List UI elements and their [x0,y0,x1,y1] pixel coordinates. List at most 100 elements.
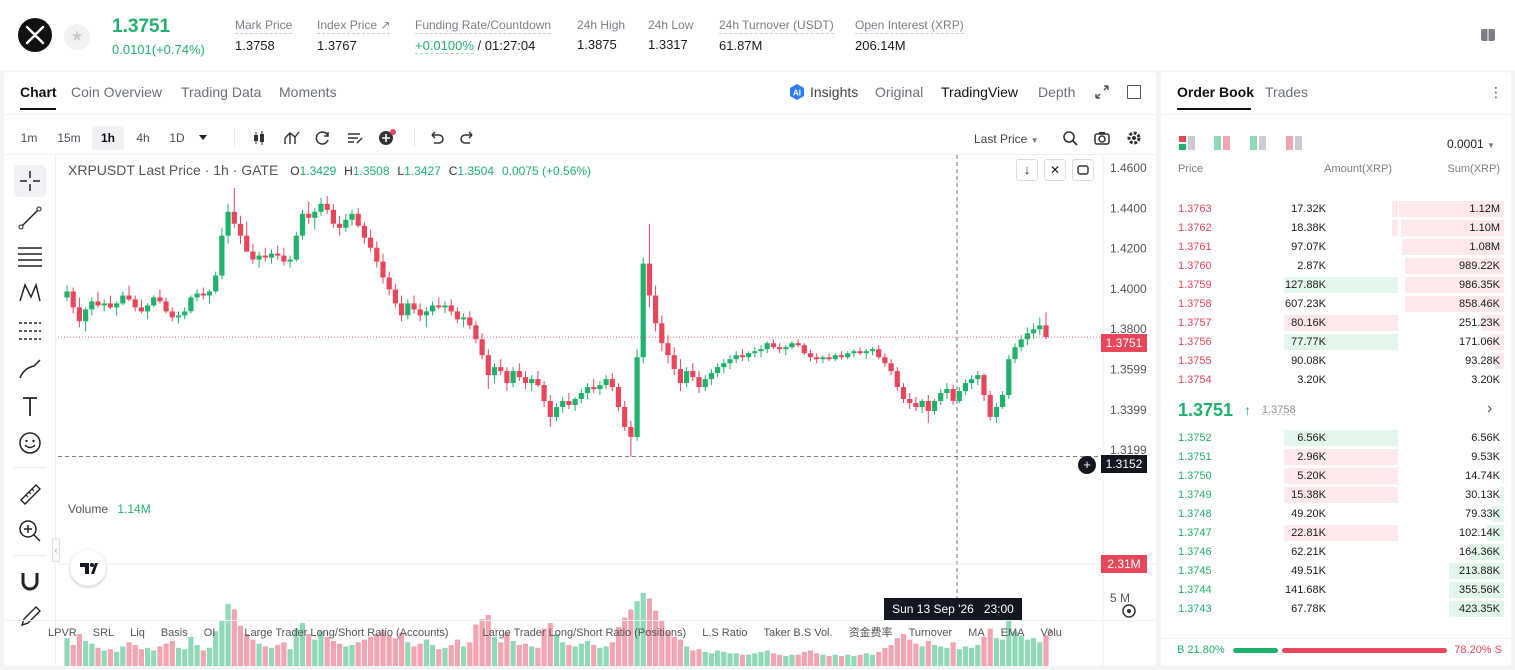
candle-body [987,395,993,417]
ask-row[interactable]: 1.3755 90.08K 93.28K [1161,352,1511,371]
bid-row[interactable]: 1.3748 49.20K 79.33K [1161,505,1511,524]
ask-row[interactable]: 1.3759 127.88K 986.35K [1161,276,1511,295]
tab-trades[interactable]: Trades [1265,84,1309,100]
search-icon[interactable] [1060,128,1080,148]
add-indicator-icon[interactable] [377,128,397,148]
text-tool-icon[interactable] [14,390,46,422]
ruler-tool-icon[interactable] [14,478,46,510]
indicator-item[interactable]: MA [968,627,985,639]
bid-row[interactable]: 1.3744 141.68K 355.56K [1161,581,1511,600]
indicator-item[interactable]: 资金费率 [848,627,893,639]
volume-bar [101,650,107,666]
collapse-icon[interactable]: ✕ [1044,159,1066,181]
tab-coin-overview[interactable]: Coin Overview [71,84,163,100]
ask-row[interactable]: 1.3756 77.77K 171.06K [1161,333,1511,352]
indicator-item[interactable]: Taker B.S Vol. [763,627,833,639]
ask-row[interactable]: 1.3761 97.07K 1.08M [1161,238,1511,257]
volume-bar [436,649,442,666]
book-view-alt-icon[interactable] [1214,136,1230,150]
indicator-item[interactable]: EMA [1000,627,1025,639]
book-icon[interactable] [1478,26,1498,44]
expand-icon[interactable] [1094,84,1110,100]
brush-tool-icon[interactable] [14,352,46,384]
price-source-select[interactable]: Last Price ▼ [974,132,1039,146]
more-options-icon[interactable]: ⋮ [1489,84,1503,100]
bid-row[interactable]: 1.3747 22.81K 102.14K [1161,524,1511,543]
bid-row[interactable]: 1.3751 2.96K 9.53K [1161,448,1511,467]
fullscreen-icon[interactable] [1127,85,1141,99]
indicator-item[interactable]: SRL [92,627,115,639]
indicator-item[interactable]: Liq [130,627,145,639]
view-depth[interactable]: Depth [1038,84,1076,100]
add-alert-icon[interactable]: + [1078,456,1096,474]
ask-row[interactable]: 1.3762 18.38K 1.10M [1161,219,1511,238]
indicator-item[interactable]: LPVR [48,627,77,639]
ask-row[interactable]: 1.3758 607.23K 858.46K [1161,295,1511,314]
magnet-tool-icon[interactable] [14,565,46,597]
candle-type-icon[interactable] [251,128,271,148]
view-insights[interactable]: Insights [810,84,859,100]
settings-gear-icon[interactable] [1124,128,1144,148]
ask-row[interactable]: 1.3763 17.32K 1.12M [1161,200,1511,219]
tab-moments[interactable]: Moments [279,84,337,100]
draw-mode-icon[interactable] [14,601,46,633]
bid-row[interactable]: 1.3745 49.51K 213.88K [1161,562,1511,581]
refresh-icon[interactable] [313,128,333,148]
timeframe-dropdown-icon[interactable] [199,135,207,140]
precision-select[interactable]: 0.0001 ▼ [1447,137,1495,151]
book-asks-view-icon[interactable] [1286,136,1302,150]
redo-icon[interactable] [458,128,478,148]
bid-row[interactable]: 1.3752 6.56K 6.56K [1161,429,1511,448]
maximize-chart-icon[interactable] [1072,159,1094,181]
stat-index-price[interactable]: Index Price ↗ 1.3767 [317,18,391,53]
ask-row[interactable]: 1.3757 80.16K 251.23K [1161,314,1511,333]
mid-more-icon[interactable]: › [1487,400,1493,417]
ask-row[interactable]: 1.3760 2.87K 989.22K [1161,257,1511,276]
bid-row[interactable]: 1.3749 15.38K 30.13K [1161,486,1511,505]
crosshair-tool-icon[interactable] [14,165,46,197]
collapse-toolbar-handle[interactable]: ‹ [52,538,60,562]
indicators-icon[interactable] [282,128,302,148]
fib-tool-icon[interactable] [14,240,46,272]
timeframe-1m[interactable]: 1m [20,131,38,145]
indicator-item[interactable]: Large Trader Long/Short Ratio (Positions… [482,627,687,639]
tab-order-book[interactable]: Order Book [1177,84,1255,100]
svg-text:AI: AI [793,89,801,98]
indicator-item[interactable]: OI [203,627,216,639]
view-original[interactable]: Original [875,84,924,100]
templates-icon[interactable] [345,128,365,148]
candle-body [739,355,745,358]
timeframe-1h[interactable]: 1h [92,126,124,150]
price-chart[interactable]: 1.4600 1.4400 1.4200 1.4000 1.3800 1.3599 1.33… [58,155,1156,666]
indicator-more-icon[interactable]: › [1048,622,1053,638]
book-both-view-icon[interactable] [1179,136,1195,150]
book-bids-view-icon[interactable] [1250,136,1266,150]
timeframe-1d[interactable]: 1D [169,131,185,145]
divider [1161,638,1511,639]
indicator-item[interactable]: Volu [1040,627,1062,639]
zoom-in-tool-icon[interactable] [14,515,46,547]
bid-row[interactable]: 1.3750 5.20K 14.74K [1161,467,1511,486]
emoji-tool-icon[interactable] [14,427,46,459]
trend-line-tool-icon[interactable] [14,202,46,234]
ask-row[interactable]: 1.3754 3.20K 3.20K [1161,371,1511,390]
indicator-item[interactable]: L.S Ratio [702,627,748,639]
indicator-item[interactable]: Large Trader Long/Short Ratio (Accounts) [244,627,449,639]
undo-icon[interactable] [426,128,446,148]
bid-row[interactable]: 1.3746 62.21K 164.36K [1161,543,1511,562]
projection-tool-icon[interactable] [14,315,46,347]
tab-chart[interactable]: Chart [20,84,57,100]
chart-settings-icon[interactable] [1120,602,1138,620]
indicator-item[interactable]: Basis [160,627,188,639]
timeframe-4h[interactable]: 4h [136,131,150,145]
camera-icon[interactable] [1092,128,1112,148]
volume-bar [430,645,436,666]
tab-trading-data[interactable]: Trading Data [181,84,262,100]
scroll-down-icon[interactable]: ↓ [1016,159,1038,181]
timeframe-15m[interactable]: 15m [57,131,81,145]
indicator-item[interactable]: Turnover [908,627,953,639]
bid-row[interactable]: 1.3743 67.78K 423.35K [1161,600,1511,619]
view-tradingview[interactable]: TradingView [941,84,1019,100]
pattern-tool-icon[interactable] [14,277,46,309]
favorite-star-icon[interactable]: ★ [64,24,90,50]
